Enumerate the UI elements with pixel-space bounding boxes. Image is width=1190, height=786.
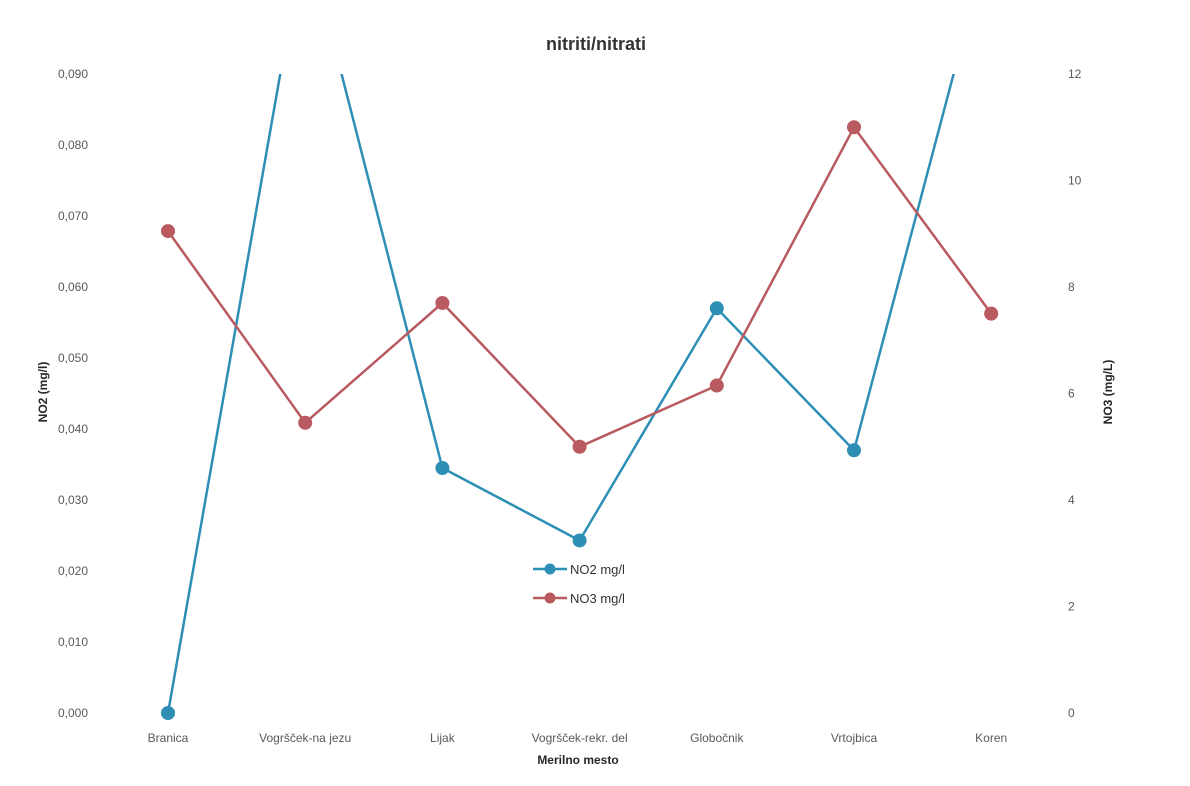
legend-no2-label: NO2 mg/l (570, 562, 625, 577)
left-tick-label: 0,040 (58, 422, 88, 436)
data-point-no2 (709, 301, 724, 316)
x-axis-title: Merilno mesto (537, 753, 618, 767)
category-label: Lijak (430, 731, 456, 745)
data-point-no2 (161, 706, 175, 720)
right-tick-label: 10 (1068, 174, 1082, 188)
category-label: Globočnik (690, 731, 744, 745)
category-axis-labels: Branica Vogršček-na jezu Lijak Vogršček-rek… (148, 731, 1008, 745)
legend-no3-marker (544, 592, 556, 604)
data-point-no3 (984, 306, 999, 321)
left-axis-title: NO2 (mg/l) (36, 362, 50, 423)
right-axis-ticks: 0 2 4 6 8 10 12 (1068, 67, 1082, 720)
left-tick-label: 0,080 (58, 138, 88, 152)
plot-area (161, 74, 999, 720)
left-tick-label: 0,020 (58, 564, 88, 578)
right-tick-label: 12 (1068, 67, 1082, 81)
left-tick-label: 0,030 (58, 493, 88, 507)
series-line-no2 (166, 74, 955, 714)
data-point-no3 (161, 224, 175, 239)
legend: NO2 mg/l NO3 mg/l (533, 562, 625, 606)
data-point-no2 (435, 461, 450, 476)
left-tick-label: 0,050 (58, 351, 88, 365)
left-tick-label: 0,000 (58, 706, 88, 720)
data-point-no3 (709, 378, 724, 393)
right-tick-label: 2 (1068, 600, 1075, 614)
data-point-no3 (847, 120, 861, 135)
data-point-no2 (847, 443, 861, 458)
left-axis-ticks: 0,000 0,010 0,020 0,030 0,040 0,050 0,060 0,070… (58, 67, 88, 720)
left-tick-label: 0,070 (58, 209, 88, 223)
left-tick-label: 0,010 (58, 635, 88, 649)
legend-no3-label: NO3 mg/l (570, 591, 625, 606)
right-tick-label: 0 (1068, 706, 1075, 720)
legend-no2-marker (544, 563, 556, 575)
right-tick-label: 4 (1068, 493, 1075, 507)
legend-item-no3: NO3 mg/l (533, 591, 625, 606)
category-label: Vogršček-rekr. del (532, 731, 628, 745)
left-tick-label: 0,060 (58, 280, 88, 294)
chart-title: nitriti/nitrati (546, 34, 646, 54)
data-point-no2 (572, 533, 587, 548)
data-point-no3 (298, 415, 313, 430)
category-label: Vogršček-na jezu (259, 731, 351, 745)
right-tick-label: 6 (1068, 387, 1075, 401)
category-label: Koren (975, 731, 1007, 745)
data-point-no3 (572, 439, 587, 454)
category-label: Branica (148, 731, 189, 745)
right-tick-label: 8 (1068, 280, 1075, 294)
right-axis-title: NO3 (mg/L) (1101, 360, 1115, 425)
legend-item-no2: NO2 mg/l (533, 562, 625, 577)
left-tick-label: 0,090 (58, 67, 88, 81)
category-label: Vrtojbica (831, 731, 878, 745)
data-point-no3 (435, 295, 450, 310)
